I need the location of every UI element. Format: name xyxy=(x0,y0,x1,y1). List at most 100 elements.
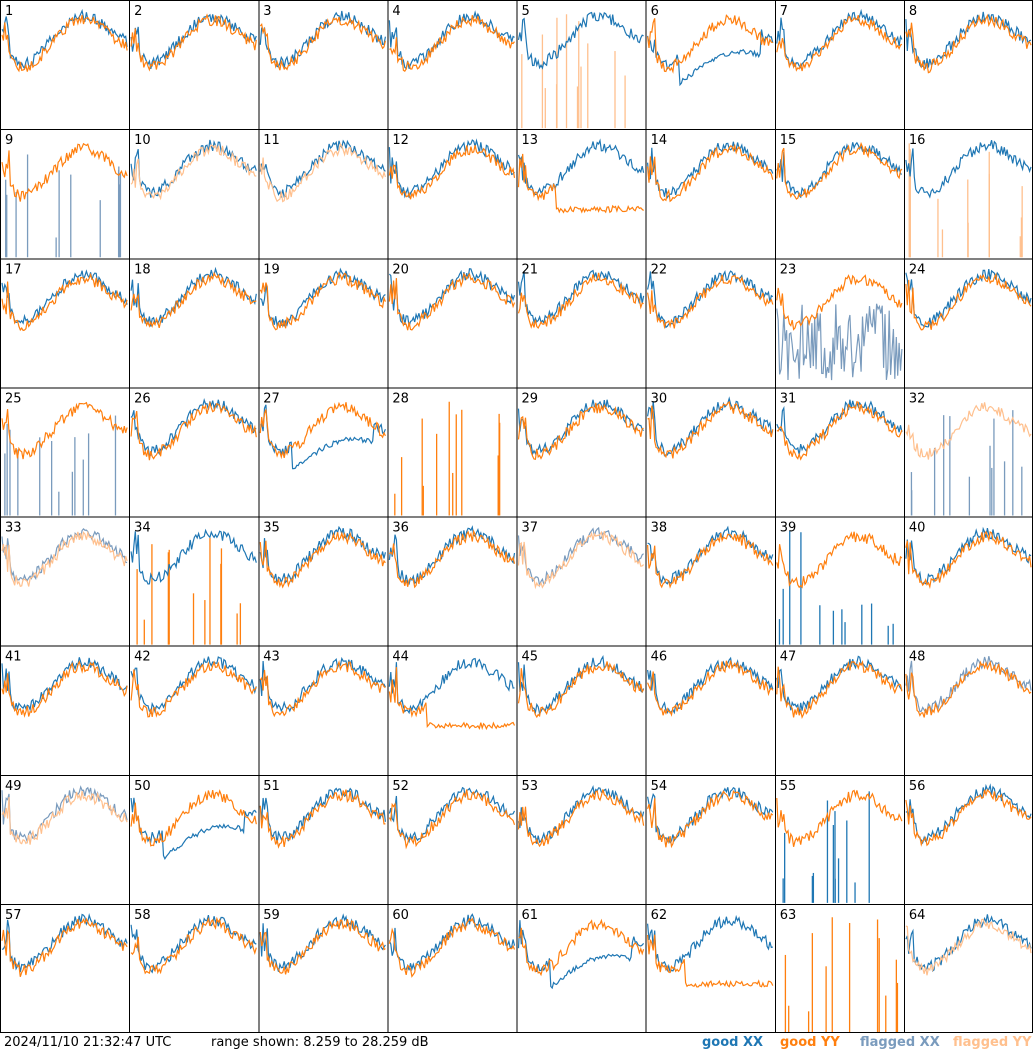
panel-40-yy-series xyxy=(905,530,1032,590)
panel-label: 17 xyxy=(5,262,22,277)
panel-43-xx-series xyxy=(259,656,386,713)
panel-10-xx-series xyxy=(130,139,257,198)
panel-label: 59 xyxy=(263,908,280,923)
panel-label: 52 xyxy=(392,779,409,794)
panel-3-yy-series xyxy=(259,16,386,71)
panel-47-yy-series xyxy=(776,660,903,720)
panel-31: 31 xyxy=(776,391,903,461)
panel-53-yy-series xyxy=(517,789,645,848)
panel-15-yy-series xyxy=(776,141,903,200)
panel-33-yy-series xyxy=(1,530,128,588)
panel-22: 22 xyxy=(647,262,774,330)
panel-36: 36 xyxy=(388,521,516,589)
panel-30: 30 xyxy=(647,391,774,459)
panel-9-yy-series xyxy=(1,142,128,202)
panel-1-xx-series xyxy=(1,8,128,70)
panel-47-xx-series xyxy=(776,655,903,715)
panel-46-yy-series xyxy=(647,660,774,717)
panel-46-xx-series xyxy=(647,656,774,715)
panel-8: 8 xyxy=(905,4,1032,74)
panel-51-yy-series xyxy=(259,789,386,849)
panel-19: 19 xyxy=(259,262,386,331)
panel-label: 26 xyxy=(134,391,151,406)
panel-63: 63 xyxy=(780,908,899,1032)
panel-label: 35 xyxy=(263,521,280,536)
panel-26-yy-series xyxy=(130,400,257,461)
footer-bar: 2024/11/10 21:32:47 UTC range shown: 8.2… xyxy=(0,1033,1033,1053)
panel-37-yy-series xyxy=(517,530,645,590)
panel-15-xx-series xyxy=(776,141,903,199)
panel-33: 33 xyxy=(1,521,128,588)
panel-label: 38 xyxy=(651,521,668,536)
panel-24-xx-series xyxy=(905,269,1032,328)
panel-14-yy-series xyxy=(647,143,774,203)
panel-64: 64 xyxy=(905,908,1032,976)
panel-58-yy-series xyxy=(130,916,257,975)
panel-32-yy-series xyxy=(905,402,1032,460)
panel-32: 32 xyxy=(905,391,1032,516)
panel-53-xx-series xyxy=(517,785,645,844)
panel-2-yy-series xyxy=(130,13,257,72)
panel-56-xx-series xyxy=(905,783,1032,845)
panel-label: 2 xyxy=(134,4,142,19)
panel-55: 55 xyxy=(776,779,903,903)
panel-label: 20 xyxy=(392,262,409,277)
panel-20: 20 xyxy=(388,262,516,331)
panel-label: 49 xyxy=(5,779,22,794)
panel-label: 1 xyxy=(5,4,13,19)
panel-45-yy-series xyxy=(517,661,645,719)
panel-62-yy-series xyxy=(647,934,774,989)
panel-label: 45 xyxy=(522,650,539,665)
panel-61-yy-series xyxy=(518,918,645,977)
panel-22-yy-series xyxy=(647,274,774,330)
panel-48-yy-series xyxy=(905,660,1032,718)
panel-27: 27 xyxy=(259,391,386,470)
panel-label: 39 xyxy=(780,521,797,536)
panel-7-yy-series xyxy=(776,15,903,72)
panel-31-xx-series xyxy=(776,399,903,456)
panel-label: 42 xyxy=(134,650,151,665)
panel-49: 49 xyxy=(1,779,128,845)
panel-31-yy-series xyxy=(776,401,903,461)
timestamp-label: 2024/11/10 21:32:47 UTC xyxy=(4,1035,172,1050)
panel-29-yy-series xyxy=(517,402,644,461)
panel-22-xx-series xyxy=(647,269,774,329)
panel-61-xx-series xyxy=(517,920,645,990)
panel-label: 50 xyxy=(134,779,151,794)
panel-7-xx-series xyxy=(776,8,903,69)
panel-49-yy-series xyxy=(1,790,128,845)
panel-24: 24 xyxy=(905,262,1032,331)
panel-36-yy-series xyxy=(388,529,516,589)
panel-64-yy-series xyxy=(905,918,1032,976)
panel-7: 7 xyxy=(776,4,903,72)
panel-44-yy-series xyxy=(388,667,516,731)
panel-55-xx-series xyxy=(782,791,870,903)
panel-35: 35 xyxy=(259,521,386,589)
panel-3: 3 xyxy=(259,4,386,71)
panel-34-xx-series xyxy=(130,528,257,585)
panel-label: 48 xyxy=(909,650,926,665)
panel-34-yy-series xyxy=(136,538,242,645)
panel-label: 21 xyxy=(522,262,539,277)
panel-label: 58 xyxy=(134,908,151,923)
panel-label: 61 xyxy=(522,908,539,923)
panel-4-xx-series xyxy=(388,10,515,70)
panel-8-yy-series xyxy=(905,13,1032,74)
panel-42-xx-series xyxy=(130,656,257,715)
panel-1: 1 xyxy=(1,4,128,73)
panel-44: 44 xyxy=(388,650,516,731)
panel-label: 36 xyxy=(392,521,409,536)
panel-47: 47 xyxy=(776,650,903,720)
range-label: range shown: 8.259 to 28.259 dB xyxy=(211,1035,429,1050)
panel-11-yy-series xyxy=(259,142,386,203)
panel-37: 37 xyxy=(517,521,645,590)
panel-23-xx-series xyxy=(776,303,903,381)
legend-good-yy: good YY xyxy=(780,1035,840,1050)
panel-label: 37 xyxy=(522,521,539,536)
panel-20-yy-series xyxy=(388,272,516,331)
panel-48: 48 xyxy=(905,650,1032,718)
panel-17-yy-series xyxy=(1,272,128,332)
panel-60-yy-series xyxy=(388,917,516,978)
panel-5: 5 xyxy=(517,4,644,129)
